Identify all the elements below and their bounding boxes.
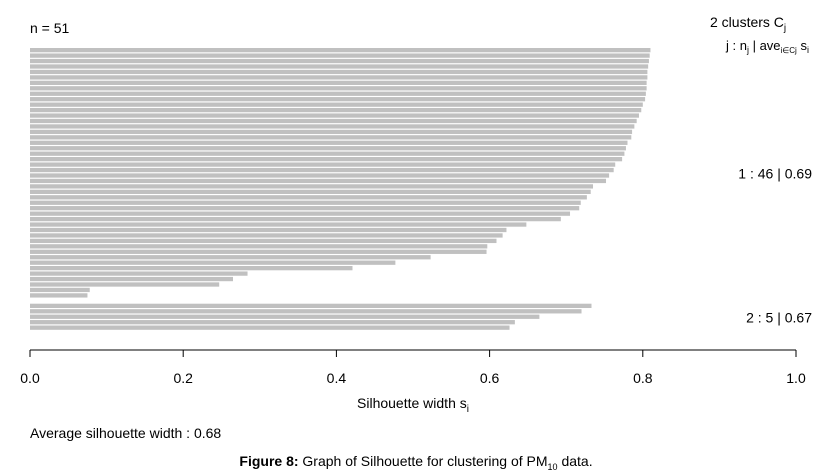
silhouette-bar — [30, 303, 592, 308]
silhouette-bar — [30, 86, 647, 91]
silhouette-bar — [30, 97, 646, 102]
silhouette-bar — [30, 314, 540, 319]
silhouette-bar — [30, 195, 587, 200]
silhouette-bar — [30, 162, 616, 167]
cluster-labels-group: 1 : 46 | 0.69 2 : 5 | 0.67 — [738, 165, 812, 325]
silhouette-bar — [30, 167, 614, 173]
silhouette-bar — [30, 287, 90, 293]
silhouette-bar — [30, 211, 571, 216]
subheader-part-2: j — [746, 45, 749, 55]
silhouette-bar — [30, 140, 628, 145]
x-tick-label: 1.0 — [786, 370, 806, 386]
silhouette-bar — [30, 276, 233, 282]
x-tick-label: 0.4 — [327, 370, 347, 386]
silhouette-bar — [30, 118, 637, 124]
silhouette-bar — [30, 124, 635, 129]
silhouette-bar — [30, 227, 507, 233]
cluster-2-label: 2 : 5 | 0.67 — [746, 309, 812, 325]
silhouette-bar — [30, 309, 582, 314]
silhouette-bar — [30, 200, 581, 205]
caption-figure-number: Figure 8: — [239, 453, 299, 469]
subheader-part-5: s — [797, 38, 808, 53]
subheader-part-4: i∈Cj — [781, 46, 798, 55]
silhouette-bar — [30, 206, 580, 211]
average-silhouette-label: Average silhouette width : 0.68 — [30, 425, 221, 441]
silhouette-bar — [30, 189, 591, 194]
silhouette-bar — [30, 260, 396, 265]
silhouette-bar — [30, 238, 497, 244]
silhouette-bar — [30, 222, 527, 227]
caption-subscript: 10 — [547, 461, 558, 472]
x-axis-label-sub: i — [467, 404, 469, 415]
silhouette-bar — [30, 151, 625, 156]
caption-text-end: data. — [557, 453, 593, 469]
silhouette-chart: n = 51 2 clusters Cj j : nj | avei∈Cj si… — [20, 14, 812, 441]
silhouette-bar — [30, 64, 649, 69]
silhouette-bar — [30, 184, 594, 189]
silhouette-bar — [30, 293, 88, 298]
silhouette-bar — [30, 53, 650, 58]
silhouette-bar — [30, 102, 643, 107]
silhouette-bar — [30, 266, 353, 271]
x-tick-label: 0.8 — [633, 370, 653, 386]
silhouette-bar — [30, 216, 561, 222]
clusters-subheader: j : nj | avei∈Cj si — [725, 38, 809, 55]
subheader-part-1: j : n — [725, 38, 747, 53]
silhouette-bar — [30, 69, 648, 75]
bars-group — [30, 48, 651, 330]
silhouette-bar — [30, 58, 649, 64]
silhouette-bar — [30, 129, 633, 135]
silhouette-bar — [30, 75, 648, 80]
silhouette-bar — [30, 48, 651, 53]
silhouette-bar — [30, 255, 431, 260]
n-label: n = 51 — [30, 20, 70, 36]
clusters-header: 2 clusters Cj — [710, 14, 786, 34]
silhouette-bar — [30, 80, 647, 85]
silhouette-bar — [30, 282, 220, 287]
cluster-1-label: 1 : 46 | 0.69 — [738, 165, 812, 181]
x-tick-label: 0.6 — [480, 370, 500, 386]
silhouette-bar — [30, 91, 646, 96]
silhouette-bar — [30, 113, 639, 118]
silhouette-bar — [30, 135, 632, 140]
silhouette-bar — [30, 173, 610, 178]
x-ticks-group: 0.0 0.2 0.4 0.6 0.8 1.0 — [20, 350, 806, 386]
x-axis-label: Silhouette width si — [357, 395, 469, 415]
clusters-header-main: 2 clusters C — [710, 14, 784, 30]
silhouette-bar — [30, 157, 623, 162]
caption-text: Graph of Silhouette for clustering of PM — [298, 453, 548, 469]
silhouette-bar — [30, 233, 503, 238]
silhouette-bar — [30, 107, 642, 113]
silhouette-bar — [30, 146, 626, 151]
figure-caption: Figure 8: Graph of Silhouette for cluste… — [0, 453, 832, 472]
silhouette-bar — [30, 178, 607, 184]
x-tick-label: 0.2 — [173, 370, 193, 386]
silhouette-bar — [30, 320, 515, 325]
clusters-header-sub: j — [783, 23, 786, 34]
subheader-part-3: | ave — [749, 38, 781, 53]
subheader-part-6: i — [807, 45, 809, 55]
silhouette-bar — [30, 271, 248, 276]
silhouette-bar — [30, 249, 487, 254]
x-tick-label: 0.0 — [20, 370, 40, 386]
x-axis-label-main: Silhouette width s — [357, 395, 467, 411]
silhouette-bar — [30, 244, 488, 249]
silhouette-bar — [30, 325, 510, 330]
